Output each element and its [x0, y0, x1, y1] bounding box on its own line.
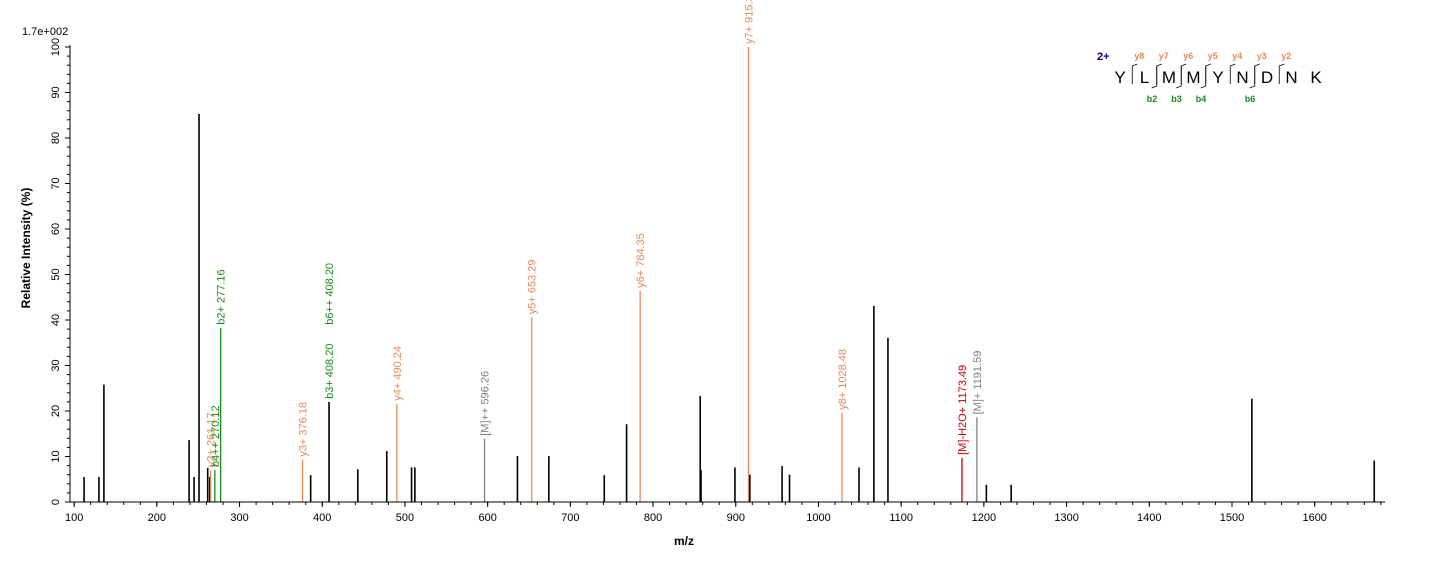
x-tick-label: 700: [561, 512, 579, 524]
x-tick-label: 1500: [1220, 512, 1244, 524]
x-tick-label: 500: [396, 512, 414, 524]
sequence-residue: K: [1310, 68, 1322, 87]
y-tick-group: 0 10 20 30 40 50 60 70 80 90 100: [50, 38, 70, 505]
peak-annotation: y3+ 376.18: [298, 402, 310, 457]
y-ion-cleavage-bracket: [1254, 63, 1260, 84]
x-tick-label: 1100: [889, 512, 913, 524]
x-tick-label: 100: [65, 512, 83, 524]
y-ion-label: y8: [1134, 51, 1144, 61]
y-ion-label: y3: [1257, 51, 1267, 61]
y-ion-label: y4: [1232, 51, 1242, 61]
x-tick-label: 900: [727, 512, 745, 524]
sequence-residue: M: [1186, 68, 1200, 87]
b-ion-label: b3: [1171, 94, 1182, 104]
y-tick-label: 0: [50, 499, 62, 505]
y-tick-label: 30: [50, 359, 62, 371]
y-tick-label: 50: [50, 268, 62, 280]
peak-annotation: [M]+ 1191.59: [972, 351, 984, 415]
b-ion-cleavage-bracket: [1176, 66, 1182, 89]
y-ion-cleavage-bracket: [1205, 63, 1211, 84]
sequence-residue: D: [1261, 68, 1273, 87]
y-tick-label: 20: [50, 405, 62, 417]
x-tick-label: 1400: [1137, 512, 1161, 524]
x-axis-title: m/z: [674, 534, 694, 548]
x-tick-label: 800: [644, 512, 662, 524]
y-ion-label: y2: [1281, 51, 1291, 61]
x-tick-label: 600: [478, 512, 496, 524]
peak-annotation: y7+ 915.37: [743, 0, 755, 44]
x-tick-label: 1300: [1054, 512, 1078, 524]
peak-annotation: y6+ 784.35: [635, 233, 647, 288]
b-ion-cleavage-bracket: [1151, 66, 1158, 89]
x-tick-label: 1000: [806, 512, 830, 524]
peak-group: [83, 47, 1376, 502]
y-ion-label: y7: [1159, 51, 1169, 61]
max-intensity-label: 1.7e+002: [22, 26, 68, 38]
b-ion-label: b4: [1196, 94, 1207, 104]
y-tick-label: 100: [50, 38, 62, 56]
y-axis-title: Relative Intensity (%): [19, 188, 33, 309]
x-tick-label: 1200: [972, 512, 996, 524]
peak-annotation: [M]-H2O+ 1173.49: [957, 365, 969, 455]
x-tick-label: 1600: [1302, 512, 1326, 524]
y-ion-cleavage-bracket: [1229, 63, 1236, 84]
sequence-residue: N: [1285, 68, 1297, 87]
y-tick-label: 90: [50, 86, 62, 98]
y-tick-label: 60: [50, 223, 62, 235]
y-ion-label: y6: [1183, 51, 1193, 61]
b-ion-label: b6: [1245, 94, 1256, 104]
peak-annotation: y2+ 261.17: [206, 412, 218, 467]
sequence-residue: Y: [1114, 68, 1125, 87]
y-ion-cleavage-bracket: [1131, 63, 1138, 84]
b-ion-cleavage-bracket: [1200, 66, 1207, 89]
x-tick-group: 100 200 300 400 500 600 700 800 900 1000 1100 1200 1…: [65, 502, 1382, 524]
sequence-residue: N: [1236, 68, 1248, 87]
y-tick-label: 80: [50, 132, 62, 144]
peak-annotation: b3+ 408.20: [324, 344, 336, 399]
sequence-residue: M: [1162, 68, 1176, 87]
b-ion-label: b2: [1147, 94, 1158, 104]
peak-annotation: y8+ 1028.48: [837, 349, 849, 410]
peak-annotation: b2+ 277.16: [216, 269, 228, 324]
sequence-residue: L: [1140, 68, 1149, 87]
peak-annotation: b6++ 408.20: [324, 263, 336, 325]
peak-annotation: b4++ 270.12: [210, 405, 222, 467]
y-ion-cleavage-bracket: [1278, 63, 1285, 84]
sequence-residue: Y: [1212, 68, 1223, 87]
y-ion-label: y5: [1208, 51, 1218, 61]
charge-state-label: 2+: [1097, 51, 1110, 63]
y-tick-label: 40: [50, 314, 62, 326]
b-ion-cleavage-bracket: [1249, 66, 1256, 89]
y-tick-label: 70: [50, 177, 62, 189]
x-tick-label: 400: [313, 512, 331, 524]
x-tick-label: 200: [148, 512, 166, 524]
y-tick-label: 10: [50, 450, 62, 462]
x-tick-label: 300: [230, 512, 248, 524]
peak-annotation: y5+ 653.29: [527, 260, 539, 315]
peak-annotation: [M]++ 596.26: [480, 371, 492, 436]
axes-group: [69, 45, 1385, 503]
peak-annotation: y4+ 490.24: [392, 346, 404, 401]
